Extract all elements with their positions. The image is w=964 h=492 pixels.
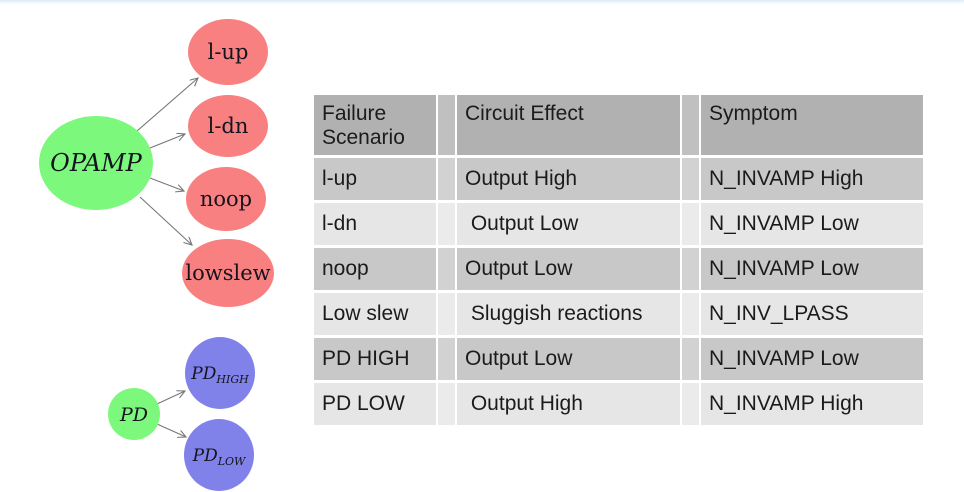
cell-scenario: Low slew (314, 293, 436, 335)
node-l-dn (188, 95, 268, 157)
cell-scenario: l-up (314, 158, 436, 200)
node-noop-label: noop (200, 187, 252, 211)
node-pd-low-subscript: LOW (217, 455, 247, 468)
cell-scenario: PD HIGH (314, 338, 436, 380)
node-pd-high (185, 337, 255, 409)
header-circuit-effect: Circuit Effect (457, 95, 680, 155)
cell-spacer (682, 383, 699, 425)
cell-symptom: N_INVAMP Low (701, 203, 923, 245)
header-failure-scenario: Failure Scenario (314, 95, 436, 155)
cell-spacer (438, 338, 455, 380)
node-l-up (188, 19, 268, 85)
arrow-opamp-lup (136, 78, 198, 132)
arrow-pd-pdlow (156, 423, 186, 437)
cell-spacer (438, 383, 455, 425)
node-opamp (39, 116, 153, 210)
node-pd-low-base: PD (192, 446, 218, 466)
cell-spacer (682, 293, 699, 335)
cell-symptom: N_INVAMP High (701, 383, 923, 425)
cell-effect: Output High (457, 383, 680, 425)
cell-symptom: N_INVAMP Low (701, 338, 923, 380)
arrow-opamp-noop (149, 177, 184, 191)
node-pd-low (184, 419, 254, 491)
arrow-opamp-ldn (149, 134, 185, 149)
node-pd (108, 388, 160, 440)
cell-effect: Sluggish reactions (457, 293, 680, 335)
node-pd-label: PD (119, 404, 148, 426)
cell-scenario: l-dn (314, 203, 436, 245)
fault-tree-diagram: OPAMP l-up l-dn noop lowslew PD PDHIGH P… (39, 19, 274, 491)
cell-spacer (682, 338, 699, 380)
cell-spacer (438, 203, 455, 245)
cell-spacer (682, 248, 699, 290)
node-pd-high-base: PD (190, 364, 216, 384)
cell-spacer (438, 293, 455, 335)
node-noop (186, 167, 266, 231)
cell-effect: Output Low (457, 203, 680, 245)
cell-effect: Output High (457, 158, 680, 200)
cell-scenario: noop (314, 248, 436, 290)
node-opamp-label: OPAMP (50, 149, 143, 177)
cell-scenario: PD LOW (314, 383, 436, 425)
cell-effect: Output Low (457, 248, 680, 290)
cell-symptom: N_INVAMP High (701, 158, 923, 200)
failure-scenario-table: Failure Scenario Circuit Effect Symptom … (314, 95, 923, 425)
cell-effect: Output Low (457, 338, 680, 380)
arrow-opamp-lowslew (139, 196, 192, 245)
header-symptom: Symptom (701, 95, 923, 155)
arrow-pd-pdhigh (156, 391, 185, 405)
top-highlight-strip (0, 0, 964, 4)
cell-symptom: N_INV_LPASS (701, 293, 923, 335)
node-lowslew-label: lowslew (185, 261, 270, 285)
node-pd-high-subscript: HIGH (215, 373, 249, 386)
cell-spacer (682, 158, 699, 200)
node-lowslew (182, 239, 274, 307)
header-spacer-1 (438, 95, 455, 155)
cell-spacer (438, 248, 455, 290)
node-pd-low-label: PDLOW (192, 446, 247, 468)
node-l-up-label: l-up (208, 40, 249, 64)
cell-symptom: N_INVAMP Low (701, 248, 923, 290)
header-spacer-2 (682, 95, 699, 155)
node-pd-high-label: PDHIGH (190, 364, 249, 386)
cell-spacer (682, 203, 699, 245)
cell-spacer (438, 158, 455, 200)
node-l-dn-label: l-dn (208, 114, 249, 138)
